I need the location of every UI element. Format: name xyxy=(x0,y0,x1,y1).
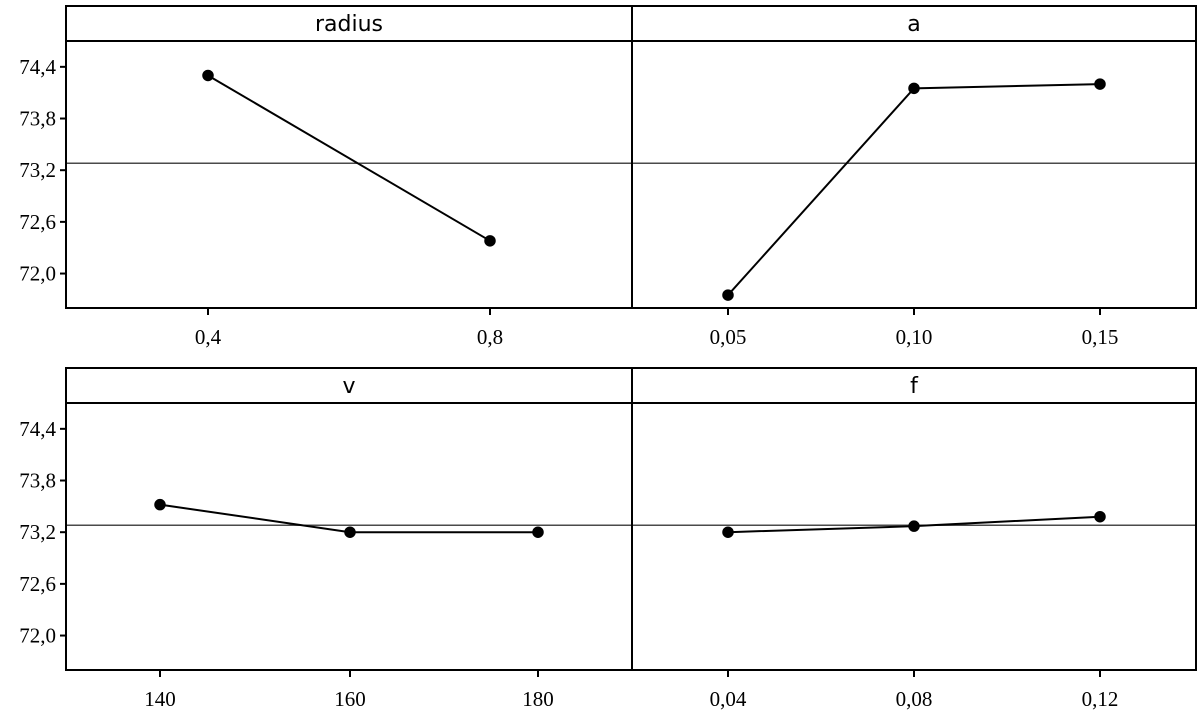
x-tick-label: 0,4 xyxy=(195,325,222,349)
panel-title: radius xyxy=(315,12,383,37)
y-tick-label: 72,6 xyxy=(19,210,56,234)
y-tick-label: 74,4 xyxy=(19,55,56,79)
x-tick-label: 0,12 xyxy=(1082,687,1119,711)
y-tick-label: 72,6 xyxy=(19,572,56,596)
x-tick-label: 0,10 xyxy=(896,325,933,349)
x-tick-label: 140 xyxy=(144,687,176,711)
data-point xyxy=(202,69,214,82)
series-line xyxy=(727,83,1101,296)
data-point xyxy=(908,520,920,532)
panel-frame xyxy=(65,367,633,671)
data-point xyxy=(344,526,356,538)
data-point xyxy=(1094,510,1106,523)
panel-a: a 0,05 0,10 0,15 xyxy=(631,5,1197,349)
panel-title: a xyxy=(907,12,920,37)
data-point xyxy=(1094,78,1106,90)
panel-frame xyxy=(631,5,1197,309)
y-tick-label: 74,4 xyxy=(19,417,56,441)
data-point xyxy=(532,526,544,538)
panel-title: f xyxy=(910,374,919,399)
data-point xyxy=(908,82,920,95)
panel-frame xyxy=(631,367,1197,671)
x-tick-label: 180 xyxy=(522,687,554,711)
x-tick-label: 0,04 xyxy=(710,687,747,711)
panel-group: 72,0 72,6 73,2 73,8 74,4 radius 0,4 0,8 a 0,05 0,1… xyxy=(19,5,1197,711)
x-tick-label: 0,08 xyxy=(896,687,933,711)
y-tick-label: 73,8 xyxy=(19,107,56,131)
panel-f: f 0,04 0,08 0,12 xyxy=(631,367,1197,711)
x-tick-label: 0,05 xyxy=(710,325,747,349)
y-tick-label: 73,2 xyxy=(19,520,56,544)
data-point xyxy=(154,498,166,511)
y-tick-label: 72,0 xyxy=(19,262,56,286)
panel-radius: radius 0,4 0,8 xyxy=(65,5,633,349)
x-tick-label: 0,8 xyxy=(477,325,503,349)
y-tick-label: 73,8 xyxy=(19,469,56,493)
y-tick-label: 73,2 xyxy=(19,158,56,182)
y-tick-label: 72,0 xyxy=(19,624,56,648)
panel-title: v xyxy=(342,374,355,399)
data-point xyxy=(722,526,734,538)
x-tick-label: 0,15 xyxy=(1082,325,1119,349)
panel-v: v 140 160 180 xyxy=(65,367,633,711)
data-point xyxy=(722,289,734,301)
series-line xyxy=(207,74,491,242)
x-tick-label: 160 xyxy=(334,687,366,711)
data-point xyxy=(484,235,496,247)
